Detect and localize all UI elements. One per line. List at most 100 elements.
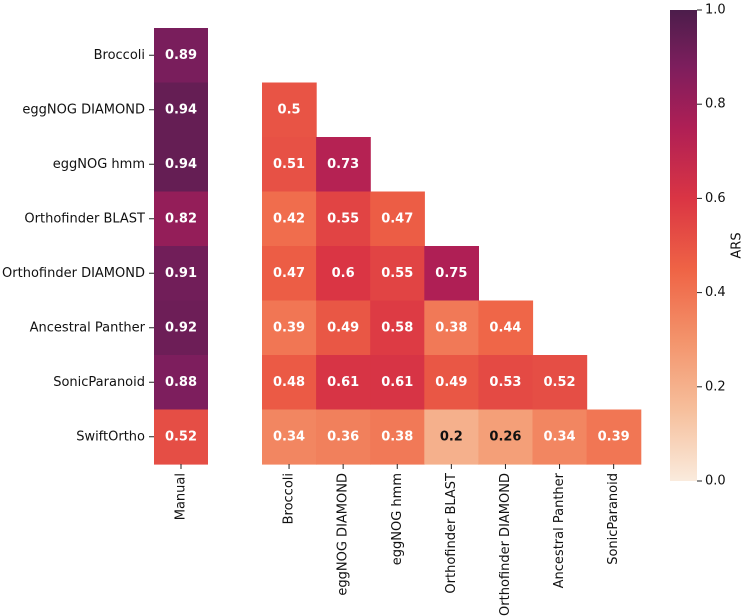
cell-value-label: 0.58 bbox=[381, 320, 413, 335]
cell-value-label: 0.34 bbox=[544, 429, 576, 444]
matrix-cell bbox=[262, 409, 317, 465]
cell-value-label: 0.82 bbox=[165, 211, 197, 226]
cell-value-label: 0.52 bbox=[165, 429, 197, 444]
cell-value-label: 0.5 bbox=[278, 102, 301, 117]
cell-value-label: 0.6 bbox=[332, 266, 355, 281]
colorbar-title: ARS bbox=[730, 232, 745, 258]
matrix-cell bbox=[316, 300, 371, 356]
row-label: eggNOG hmm bbox=[53, 157, 145, 172]
cell-value-label: 0.39 bbox=[598, 429, 630, 444]
cell-value-label: 0.49 bbox=[435, 375, 467, 390]
colorbar-tick-label: 1.0 bbox=[705, 3, 726, 18]
matrix-cell bbox=[424, 355, 479, 411]
manual-cell bbox=[154, 355, 208, 411]
cell-value-label: 0.47 bbox=[273, 266, 305, 281]
colorbar-tick-label: 0.2 bbox=[705, 379, 726, 394]
colorbar-tick-label: 0.6 bbox=[705, 191, 726, 206]
colorbar-gradient bbox=[670, 10, 697, 481]
matrix-cell bbox=[478, 300, 534, 356]
manual-cell bbox=[154, 246, 208, 302]
cell-value-label: 0.91 bbox=[165, 266, 197, 281]
pairwise-matrix: 0.5 0.51 0.73 0.42 0.55 0.47 0.47 0.6 0.55 0.75 0.… bbox=[262, 82, 642, 465]
cell-value-label: 0.61 bbox=[381, 375, 413, 390]
column-label: Orthofinder DIAMOND bbox=[498, 473, 513, 616]
cell-value-label: 0.52 bbox=[544, 375, 576, 390]
matrix-cell bbox=[370, 300, 425, 356]
row-label: SonicParanoid bbox=[53, 375, 145, 390]
cell-value-label: 0.26 bbox=[489, 429, 521, 444]
cell-value-label: 0.51 bbox=[273, 157, 305, 172]
row-labels: Broccoli eggNOG DIAMOND eggNOG hmm Orthofin… bbox=[2, 48, 154, 444]
colorbar-tick-label: 0.0 bbox=[705, 474, 726, 489]
cell-value-label: 0.2 bbox=[440, 429, 463, 444]
cell-value-label: 0.92 bbox=[165, 320, 197, 335]
matrix-cell bbox=[424, 246, 479, 302]
cell-value-label: 0.55 bbox=[327, 211, 359, 226]
row-label: SwiftOrtho bbox=[76, 429, 145, 444]
matrix-cell bbox=[370, 246, 425, 302]
cell-value-label: 0.44 bbox=[489, 320, 521, 335]
matrix-cell bbox=[316, 191, 371, 247]
cell-value-label: 0.94 bbox=[165, 157, 197, 172]
column-labels: Manual Broccoli eggNOG DIAMOND eggNOG hmm Or… bbox=[174, 464, 621, 616]
column-label: Ancestral Panther bbox=[552, 472, 567, 588]
matrix-cell bbox=[370, 409, 425, 465]
matrix-cell bbox=[370, 191, 425, 247]
matrix-cell bbox=[370, 355, 425, 411]
manual-cell bbox=[154, 137, 208, 193]
cell-value-label: 0.53 bbox=[489, 375, 521, 390]
manual-cell bbox=[154, 300, 208, 356]
matrix-cell bbox=[586, 409, 642, 465]
cell-value-label: 0.75 bbox=[435, 266, 467, 281]
matrix-cell bbox=[316, 355, 371, 411]
colorbar-tick-label: 0.8 bbox=[705, 97, 726, 112]
cell-value-label: 0.36 bbox=[327, 429, 359, 444]
matrix-cell bbox=[316, 409, 371, 465]
manual-cell bbox=[154, 28, 208, 84]
matrix-cell bbox=[262, 300, 317, 356]
cell-value-label: 0.89 bbox=[165, 48, 197, 63]
cell-value-label: 0.38 bbox=[435, 320, 467, 335]
cell-value-label: 0.38 bbox=[381, 429, 413, 444]
cell-value-label: 0.39 bbox=[273, 320, 305, 335]
matrix-cell bbox=[262, 82, 317, 138]
matrix-cell bbox=[262, 137, 317, 193]
cell-value-label: 0.94 bbox=[165, 102, 197, 117]
column-label: Broccoli bbox=[282, 473, 297, 524]
manual-cell bbox=[154, 82, 208, 138]
column-label: SonicParanoid bbox=[606, 473, 621, 565]
matrix-cell bbox=[424, 300, 479, 356]
cell-value-label: 0.42 bbox=[273, 211, 305, 226]
cell-value-label: 0.73 bbox=[327, 157, 359, 172]
cell-value-label: 0.49 bbox=[327, 320, 359, 335]
matrix-cell bbox=[262, 191, 317, 247]
cell-value-label: 0.61 bbox=[327, 375, 359, 390]
colorbar: 0.0 0.2 0.4 0.6 0.8 1.0 ARS bbox=[670, 3, 745, 489]
manual-column: 0.89 0.94 0.94 0.82 0.91 0.92 0.88 0.52 bbox=[154, 28, 208, 465]
row-label: eggNOG DIAMOND bbox=[22, 102, 145, 117]
column-label: eggNOG hmm bbox=[390, 473, 405, 565]
matrix-cell bbox=[262, 355, 317, 411]
cell-value-label: 0.88 bbox=[165, 375, 197, 390]
matrix-cell bbox=[478, 409, 534, 465]
matrix-cell bbox=[316, 246, 371, 302]
manual-cell bbox=[154, 191, 208, 247]
colorbar-tick-label: 0.4 bbox=[705, 285, 726, 300]
matrix-cell bbox=[424, 409, 479, 465]
matrix-cell bbox=[316, 137, 371, 193]
cell-value-label: 0.48 bbox=[273, 375, 305, 390]
matrix-cell bbox=[532, 409, 588, 465]
cell-value-label: 0.47 bbox=[381, 211, 413, 226]
matrix-cell bbox=[262, 246, 317, 302]
manual-cell bbox=[154, 409, 208, 465]
column-label: Orthofinder BLAST bbox=[444, 473, 459, 594]
row-label: Ancestral Panther bbox=[30, 320, 146, 335]
column-label: Manual bbox=[174, 473, 189, 520]
row-label: Orthofinder BLAST bbox=[24, 211, 145, 226]
matrix-cell bbox=[532, 355, 588, 411]
row-label: Orthofinder DIAMOND bbox=[2, 266, 145, 281]
matrix-cell bbox=[478, 355, 534, 411]
column-label: eggNOG DIAMOND bbox=[336, 473, 351, 596]
cell-value-label: 0.55 bbox=[381, 266, 413, 281]
